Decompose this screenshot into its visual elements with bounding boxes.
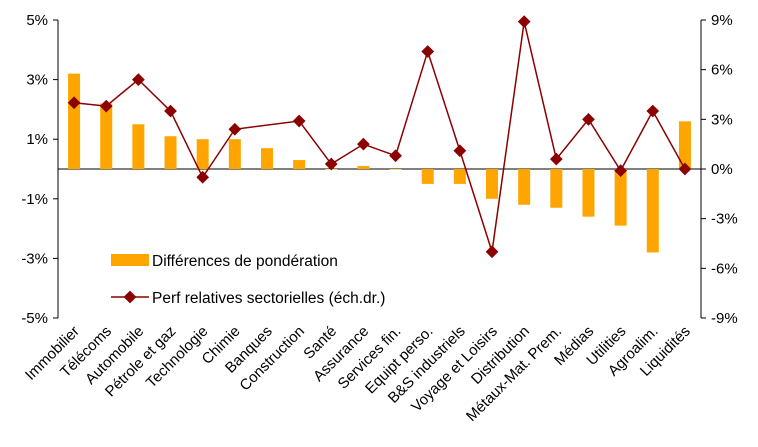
legend-bar-label: Différences de pondération bbox=[152, 253, 338, 270]
line-point bbox=[228, 122, 242, 136]
bar bbox=[389, 169, 402, 170]
line-point bbox=[132, 73, 145, 86]
left-axis-ticks: 5% 3% 1% -1% -3% -5% bbox=[21, 12, 58, 327]
left-tick-label: -5% bbox=[21, 310, 48, 327]
bar bbox=[486, 169, 499, 199]
bar bbox=[678, 121, 691, 169]
right-tick-label: 6% bbox=[711, 62, 733, 79]
line-point bbox=[164, 104, 177, 118]
bar bbox=[453, 169, 466, 184]
bar bbox=[582, 169, 595, 217]
axes bbox=[57, 20, 702, 318]
line-point bbox=[324, 157, 338, 171]
bar bbox=[518, 169, 531, 205]
left-tick-label: 1% bbox=[26, 131, 48, 148]
bar-series bbox=[68, 73, 691, 253]
bar bbox=[293, 160, 306, 169]
right-tick-label: -9% bbox=[711, 310, 738, 327]
line-point bbox=[485, 245, 499, 259]
right-tick-label: -6% bbox=[711, 260, 738, 277]
right-tick-label: 3% bbox=[711, 111, 733, 128]
line-point bbox=[453, 144, 467, 158]
line-point bbox=[196, 170, 210, 184]
line-point bbox=[389, 149, 402, 163]
bar bbox=[132, 124, 145, 169]
left-tick-label: -3% bbox=[21, 250, 48, 267]
bar bbox=[196, 139, 209, 169]
bar bbox=[68, 73, 81, 169]
bar bbox=[421, 169, 434, 184]
line-point bbox=[421, 45, 435, 58]
left-tick-label: 5% bbox=[26, 12, 48, 29]
bar bbox=[550, 169, 563, 208]
bar bbox=[646, 169, 659, 253]
bar bbox=[100, 103, 113, 169]
bar bbox=[614, 169, 627, 226]
line-point bbox=[292, 114, 306, 128]
left-tick-label: -1% bbox=[21, 191, 48, 208]
legend: Différences de pondération Perf relative… bbox=[111, 253, 385, 307]
line-point bbox=[646, 104, 660, 118]
bar bbox=[164, 136, 177, 169]
right-axis-ticks: 9% 6% 3% 0% -3% -6% -9% bbox=[701, 12, 738, 327]
right-tick-label: -3% bbox=[711, 211, 738, 228]
bar bbox=[357, 166, 370, 169]
line-point bbox=[357, 137, 370, 151]
left-tick-label: 3% bbox=[26, 72, 48, 89]
right-tick-label: 0% bbox=[711, 161, 733, 178]
legend-bar-swatch bbox=[111, 254, 149, 266]
bar bbox=[260, 148, 273, 169]
bar bbox=[228, 139, 241, 169]
right-tick-label: 9% bbox=[711, 12, 733, 29]
line-series bbox=[67, 15, 692, 259]
line-point bbox=[517, 15, 531, 29]
legend-line-label: Perf relatives sectorielles (éch.dr.) bbox=[152, 290, 385, 307]
legend-line-marker bbox=[123, 290, 137, 304]
